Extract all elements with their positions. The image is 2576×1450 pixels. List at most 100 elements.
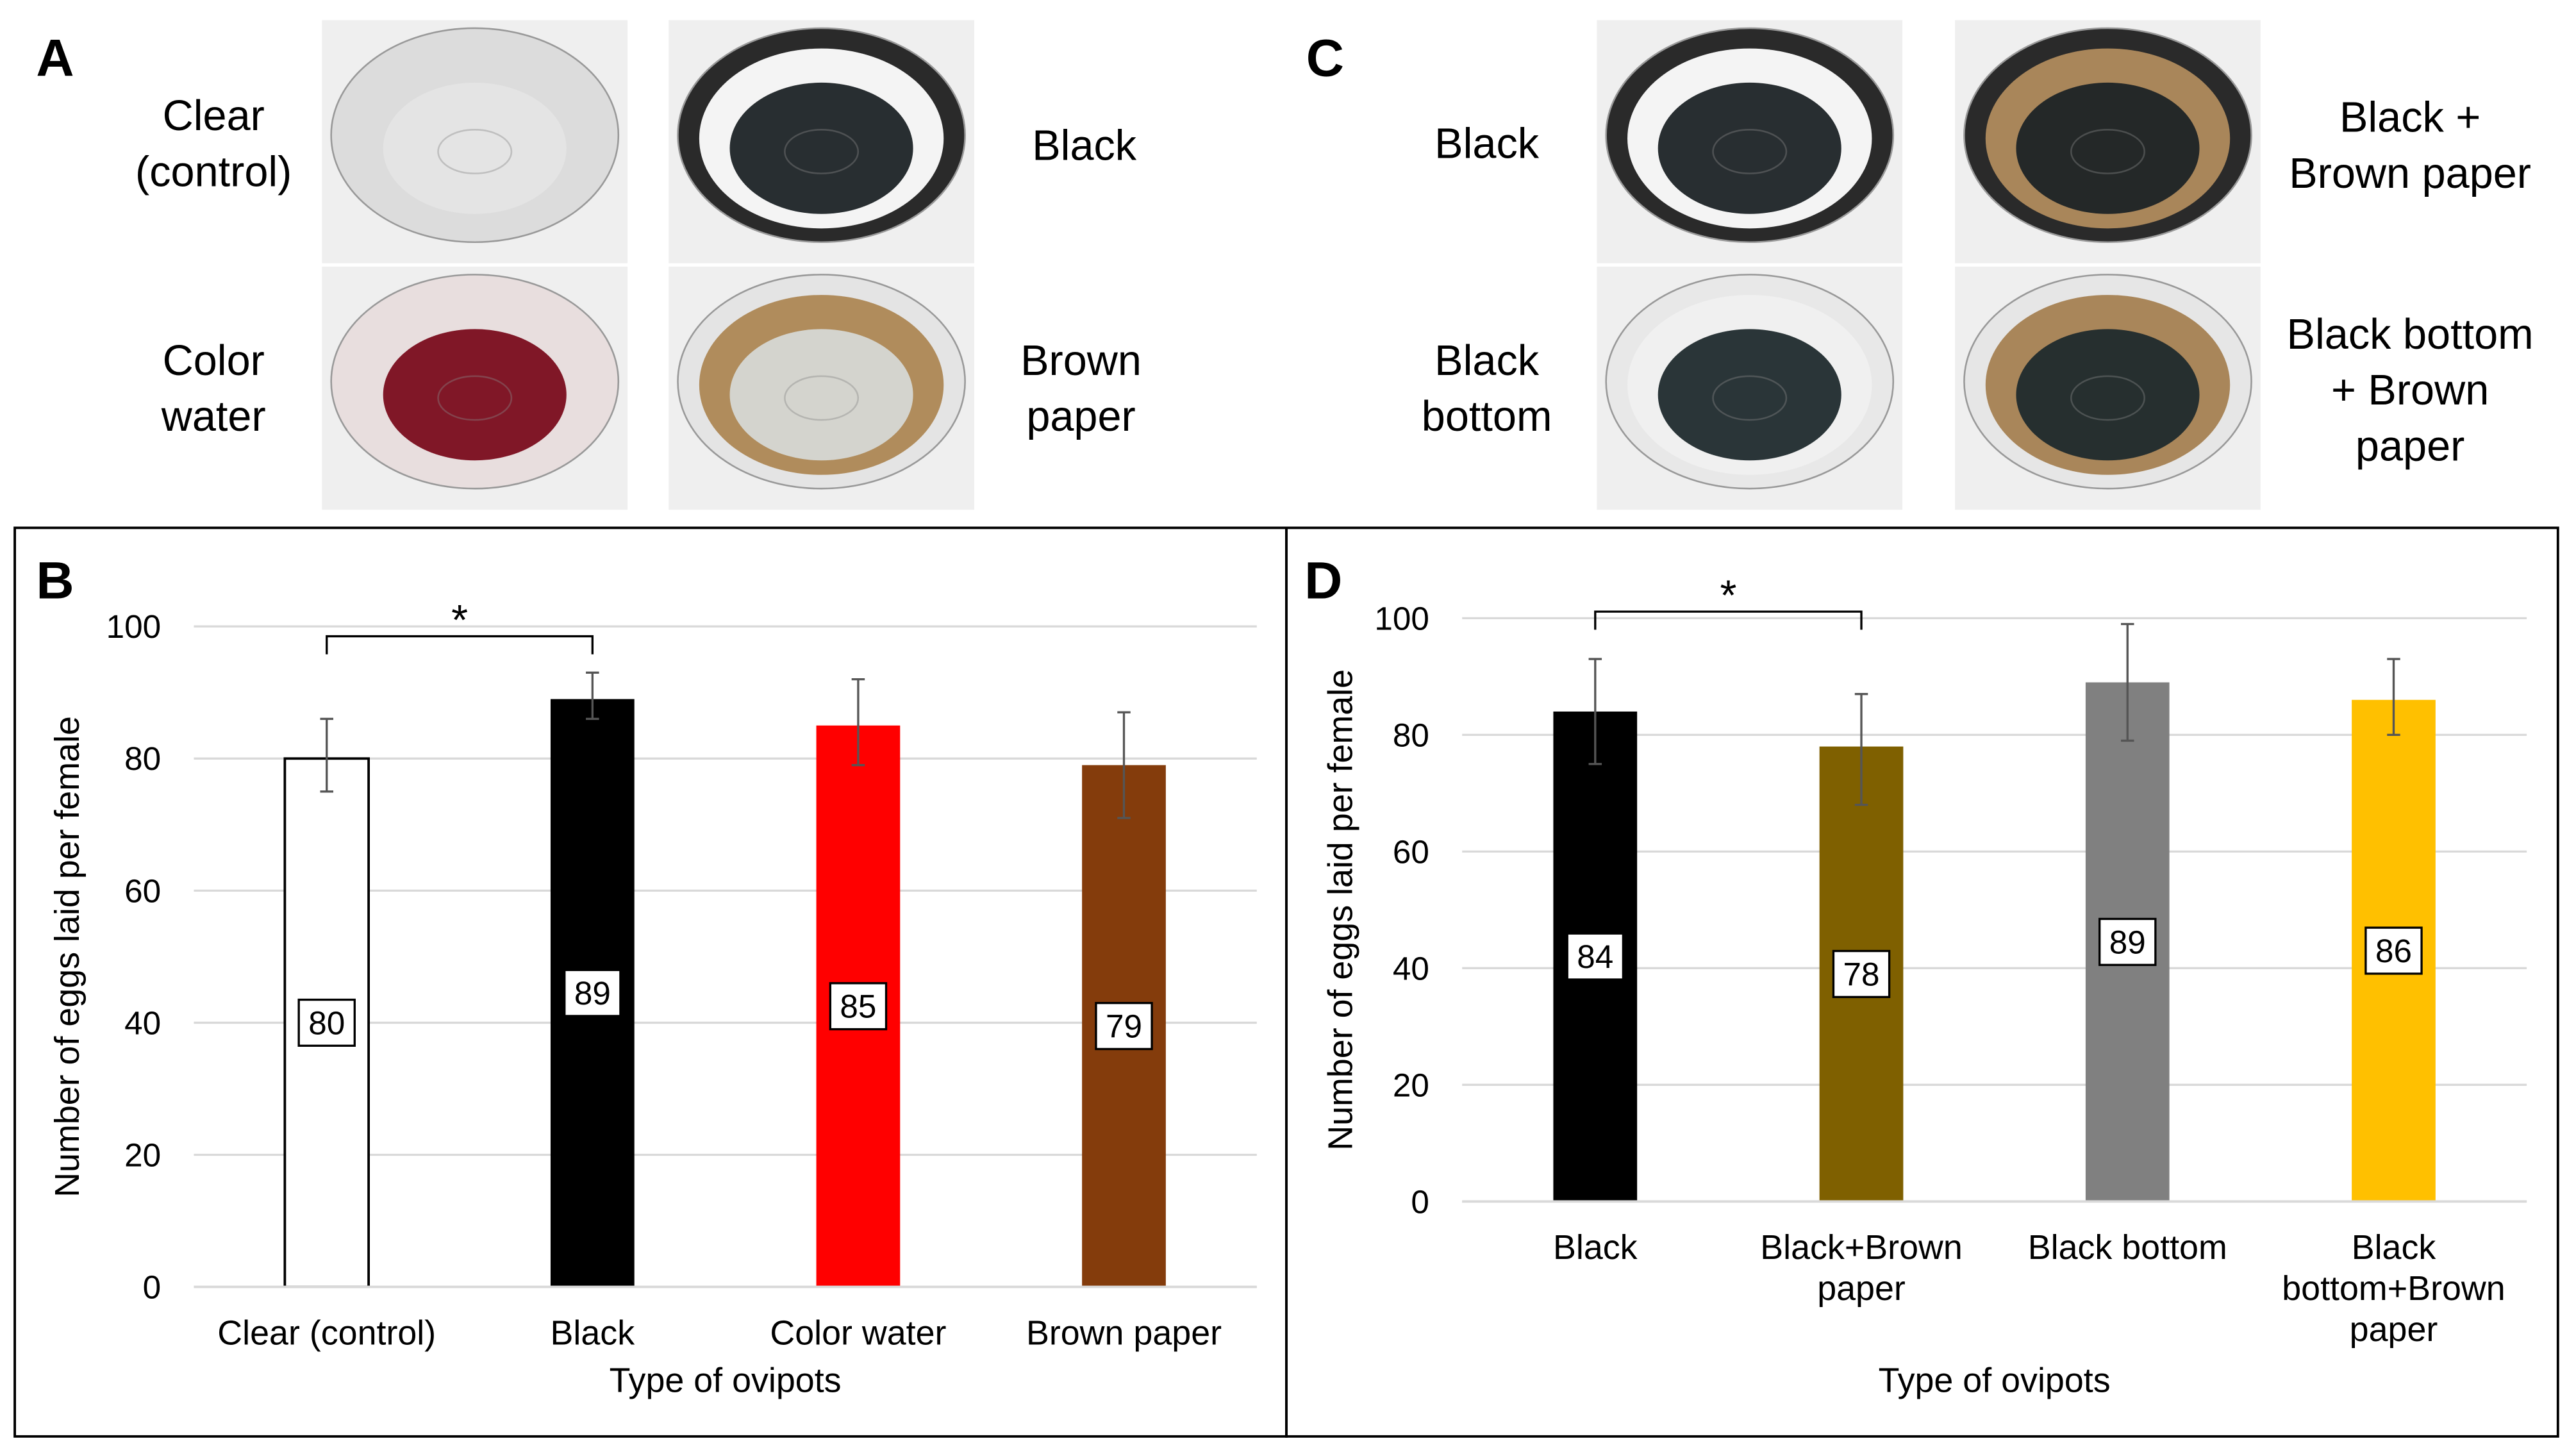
label-line: (control) [135,148,292,196]
y-tick-label: 20 [124,1137,161,1173]
label-line: Black [1032,122,1137,169]
x-tick-line: Black+Brown [1760,1228,1963,1267]
significance-star: * [451,597,468,644]
data-label: 79 [1106,1008,1142,1045]
data-label: 85 [840,988,876,1025]
x-tick-line: bottom+Brown [2282,1269,2505,1308]
significance-bracket [1594,610,1863,630]
photo-a-2 [322,266,628,510]
label-line: + Brown [2331,367,2489,414]
y-tick-label: 60 [124,872,161,909]
x-tick-label: Clear (control) [217,1313,436,1352]
bowl-center-ring [1712,375,1788,421]
panel-d-frame [1285,526,2559,1438]
bowl-center-ring [784,129,860,174]
panel-letter-c: C [1306,29,1344,88]
panel-letter-a: A [36,29,74,88]
label-line: paper [2356,422,2464,470]
y-tick-label: 0 [143,1269,162,1306]
chart-b: 0 20 40 60 80 100 80 Clear (control) 89 Black 85 Co… [48,597,1257,1400]
photo-a-0 [322,20,628,263]
bowl-water [729,329,913,461]
data-label: 80 [308,1004,345,1041]
data-label: 86 [2375,933,2412,969]
bowl-water [2016,82,2200,214]
data-label-box [1095,1002,1153,1051]
x-tick-line: Black bottom [2028,1228,2227,1267]
y-tick-label: 60 [1393,833,1429,870]
photo-label-a-0: Clear (control) [135,92,292,196]
photo-label-c-2: Black bottom [1422,337,1552,440]
bowl-water [729,82,913,214]
photo-c-1 [1955,20,2261,263]
y-tick-label: 80 [1393,717,1429,753]
x-tick-line: Black [1553,1228,1638,1267]
bowl-water [1658,329,1841,461]
label-line: Color [163,337,265,385]
data-label-box [2098,917,2157,966]
label-line: Brown paper [2289,150,2531,197]
label-line: Black + [2339,94,2480,142]
photo-a-1 [669,20,974,263]
photo-label-a-1: Black [1032,122,1137,169]
data-label-box [2364,926,2423,975]
y-tick-label: 0 [1411,1183,1429,1220]
photo-label-c-1: Black + Brown paper [2289,94,2531,197]
data-label: 89 [2109,924,2146,960]
bowl-center-ring [1712,129,1788,174]
photo-a-3 [669,266,974,510]
bowl-water [383,82,567,214]
label-line: Black [1434,121,1540,168]
label-line: water [161,393,266,440]
photo-c-2 [1597,266,1903,510]
bowl-center-ring [2070,129,2145,174]
y-tick-label: 40 [1393,950,1429,987]
x-tick-label: Black [1553,1228,1638,1267]
label-line: paper [1026,393,1135,440]
bowl-center-ring [2070,375,2145,421]
bowl-water [383,329,567,461]
photo-label-a-2: Color water [161,337,266,440]
x-tick-label: Black [551,1313,635,1352]
x-tick-line: paper [2350,1310,2438,1349]
x-axis-title: Type of ovipots [610,1362,842,1400]
y-tick-label: 100 [106,608,162,645]
panel-letter-d: D [1304,552,1342,610]
x-tick-label: Black+Brown paper [1760,1228,1963,1308]
bowl-center-ring [784,375,860,421]
y-tick-label: 100 [1374,600,1429,637]
significance-bracket [326,635,594,654]
significance-star: * [1720,572,1736,620]
data-label: 89 [574,975,611,1012]
data-label: 84 [1577,938,1613,975]
x-tick-line: Black [551,1313,635,1352]
label-line: bottom [1422,393,1552,440]
photo-label-a-3: Brown paper [1020,337,1142,440]
photo-c-0 [1597,20,1903,263]
data-label-box [1566,932,1625,981]
label-line: Black bottom [2287,311,2534,358]
photo-label-c-0: Black [1434,121,1540,168]
data-label-box [297,998,356,1047]
y-tick-label: 40 [124,1004,161,1041]
x-tick-label: Brown paper [1026,1313,1222,1352]
x-tick-line: Color water [770,1313,946,1352]
label-line: Brown [1020,337,1142,385]
x-tick-line: Brown paper [1026,1313,1222,1352]
data-label: 78 [1843,956,1880,992]
y-tick-label: 80 [124,740,161,777]
x-tick-label: Black bottom+Brown paper [2282,1228,2505,1349]
bowl-center-ring [437,129,513,174]
bowl-water [1658,82,1841,214]
y-axis-title: Number of eggs laid per female [48,716,87,1197]
x-tick-label: Black bottom [2028,1228,2227,1267]
y-tick-label: 20 [1393,1067,1429,1103]
bowl-center-ring [437,375,513,421]
label-line: Clear [163,92,265,140]
label-line: Black [1434,337,1540,385]
bowl-water [2016,329,2200,461]
y-axis-title: Number of eggs laid per female [1321,669,1359,1151]
